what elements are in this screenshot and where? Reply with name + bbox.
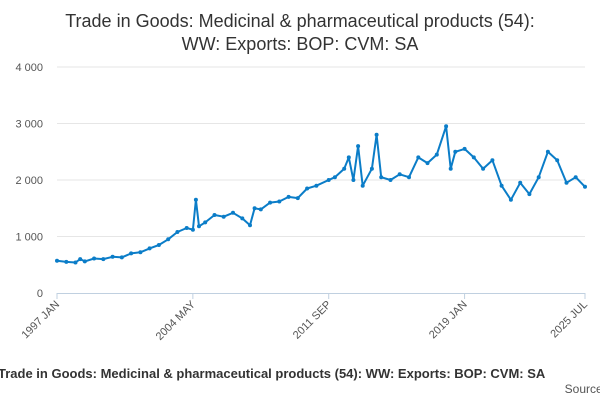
y-tick-label: 4 000 xyxy=(15,62,43,74)
data-point[interactable] xyxy=(295,196,300,201)
x-tick-label: 2025 JUL xyxy=(548,299,590,341)
axis-layer xyxy=(56,293,586,299)
data-point[interactable] xyxy=(193,197,198,202)
x-tick-labels: 1997 JAN 2004 MAY 2011 SEP 2019 JAN 2025 JUL xyxy=(19,298,590,343)
chart-title: Trade in Goods: Medicinal & pharmaceutic… xyxy=(0,10,600,56)
data-point[interactable] xyxy=(434,152,439,157)
x-tick-label: 2004 MAY xyxy=(154,298,199,343)
data-point[interactable] xyxy=(212,213,217,217)
y-tick-label: 3 000 xyxy=(15,119,43,131)
data-point[interactable] xyxy=(573,175,578,180)
data-point[interactable] xyxy=(101,257,106,262)
data-point[interactable] xyxy=(156,243,161,247)
data-point[interactable] xyxy=(444,124,449,129)
data-point[interactable] xyxy=(508,197,513,202)
data-point[interactable] xyxy=(190,227,195,232)
data-point[interactable] xyxy=(545,149,550,154)
data-point[interactable] xyxy=(360,183,365,188)
x-tick-label: 1997 JAN xyxy=(19,299,62,342)
data-point[interactable] xyxy=(425,161,430,166)
data-point[interactable] xyxy=(471,155,476,160)
data-point[interactable] xyxy=(326,178,331,182)
data-point[interactable] xyxy=(64,259,69,264)
source-label: Source: xyxy=(564,382,600,396)
data-point[interactable] xyxy=(55,258,59,263)
data-point[interactable] xyxy=(407,175,411,180)
data-point[interactable] xyxy=(351,178,356,182)
data-point[interactable] xyxy=(388,178,393,182)
data-point[interactable] xyxy=(499,183,504,188)
y-tick-label: 1 000 xyxy=(15,232,43,244)
series-layer xyxy=(55,124,587,265)
data-point[interactable] xyxy=(346,155,351,160)
x-tick-label: 2011 SEP xyxy=(291,299,334,342)
data-point[interactable] xyxy=(119,255,124,260)
data-point[interactable] xyxy=(286,194,291,199)
data-point[interactable] xyxy=(305,186,310,191)
data-point[interactable] xyxy=(258,207,263,212)
data-point[interactable] xyxy=(374,132,379,137)
x-tick-label: 2019 JAN xyxy=(427,299,470,342)
data-point[interactable] xyxy=(397,172,402,177)
data-point[interactable] xyxy=(342,166,347,171)
data-point[interactable] xyxy=(252,206,257,211)
data-point[interactable] xyxy=(332,175,337,180)
chart-title-line-2: WW: Exports: BOP: CVM: SA xyxy=(181,34,419,54)
data-point[interactable] xyxy=(184,226,189,230)
data-point[interactable] xyxy=(453,149,458,154)
grid-layer xyxy=(57,66,585,237)
data-point[interactable] xyxy=(536,175,541,180)
y-tick-label: 2 000 xyxy=(15,175,43,187)
data-point[interactable] xyxy=(129,251,134,256)
data-point[interactable] xyxy=(221,214,226,219)
legend-label: Trade in Goods: Medicinal & pharmaceutic… xyxy=(0,366,546,381)
data-point[interactable] xyxy=(448,166,453,171)
data-point[interactable] xyxy=(147,246,152,251)
data-point[interactable] xyxy=(356,144,361,149)
data-point[interactable] xyxy=(555,158,560,163)
data-point[interactable] xyxy=(166,237,171,242)
data-point[interactable] xyxy=(462,146,467,151)
data-point[interactable] xyxy=(203,220,208,225)
data-point[interactable] xyxy=(314,183,319,188)
y-tick-label: 0 xyxy=(37,288,43,300)
data-point[interactable] xyxy=(78,257,83,262)
data-point[interactable] xyxy=(175,230,180,234)
data-point[interactable] xyxy=(197,224,201,229)
data-point[interactable] xyxy=(369,166,374,171)
data-point[interactable] xyxy=(268,200,273,205)
data-point[interactable] xyxy=(277,199,282,204)
data-point[interactable] xyxy=(379,175,384,180)
data-point[interactable] xyxy=(240,216,245,221)
data-point[interactable] xyxy=(110,254,115,259)
series-line xyxy=(56,125,586,264)
data-point[interactable] xyxy=(82,259,87,264)
data-point[interactable] xyxy=(481,166,486,171)
data-point[interactable] xyxy=(416,155,421,160)
data-point[interactable] xyxy=(527,192,532,197)
data-point[interactable] xyxy=(248,223,252,228)
y-tick-labels: 0 1 000 2 000 3 000 4 000 xyxy=(15,62,43,300)
chart-title-line-1: Trade in Goods: Medicinal & pharmaceutic… xyxy=(65,11,535,31)
data-point[interactable] xyxy=(518,180,523,185)
data-point[interactable] xyxy=(564,180,569,185)
data-point[interactable] xyxy=(490,158,495,163)
data-point[interactable] xyxy=(138,250,143,255)
legend: Trade in Goods: Medicinal & pharmaceutic… xyxy=(0,366,600,382)
data-point[interactable] xyxy=(231,210,235,215)
data-point[interactable] xyxy=(583,184,587,189)
data-point[interactable] xyxy=(92,256,97,261)
data-point[interactable] xyxy=(73,260,78,265)
